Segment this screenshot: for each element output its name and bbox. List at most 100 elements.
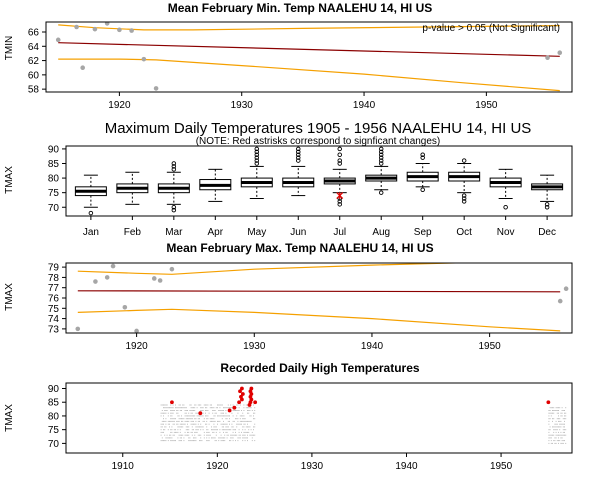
daily-high-point xyxy=(251,437,253,439)
daily-high-point xyxy=(238,431,240,433)
panel4-ytick-label: 80 xyxy=(48,411,60,422)
daily-high-point xyxy=(188,440,190,442)
daily-high-point xyxy=(195,418,197,420)
daily-high-point xyxy=(199,404,200,406)
daily-high-point xyxy=(176,412,178,414)
panel3-data-point xyxy=(134,328,139,333)
daily-high-point xyxy=(550,440,552,442)
daily-high-point xyxy=(203,434,205,436)
daily-high-point xyxy=(555,437,557,439)
daily-high-point xyxy=(170,440,172,442)
daily-high-point xyxy=(562,418,564,420)
box-may xyxy=(240,146,273,199)
daily-high-point xyxy=(231,407,233,409)
daily-high-point xyxy=(248,420,250,422)
panel3-ytick-label: 77 xyxy=(48,283,60,294)
daily-high-point xyxy=(211,437,212,439)
daily-high-point xyxy=(235,440,236,442)
daily-high-point xyxy=(165,426,167,428)
daily-high-point xyxy=(166,404,168,406)
daily-high-point xyxy=(223,423,224,425)
box-outlier xyxy=(254,155,260,160)
daily-high-point xyxy=(552,420,553,422)
panel3-data-point xyxy=(157,278,163,283)
daily-high-point xyxy=(164,434,166,436)
panel-monthly-boxplots: Maximum Daily Temperatures 1905 - 1956 N… xyxy=(4,120,573,238)
daily-high-point xyxy=(550,437,552,439)
box-outlier xyxy=(254,161,260,166)
daily-high-point xyxy=(564,412,565,414)
daily-high-point xyxy=(211,418,212,420)
daily-high-point xyxy=(247,407,248,409)
daily-high-point xyxy=(195,437,197,439)
daily-high-point xyxy=(219,415,221,417)
daily-high-point xyxy=(161,420,163,422)
daily-high-point xyxy=(178,426,180,428)
daily-high-point xyxy=(558,420,559,422)
daily-high-point xyxy=(225,415,227,417)
daily-high-point xyxy=(197,426,199,428)
daily-high-point xyxy=(558,434,559,436)
daily-high-point xyxy=(552,412,553,414)
daily-high-point xyxy=(564,434,565,436)
daily-high-point xyxy=(207,434,209,436)
daily-high-point xyxy=(185,418,187,420)
daily-high-point xyxy=(170,431,172,433)
daily-high-point xyxy=(245,407,247,409)
daily-high-point xyxy=(215,407,217,409)
daily-high-point xyxy=(226,426,228,428)
daily-high-point xyxy=(202,407,204,409)
daily-high-point xyxy=(195,423,197,425)
daily-high-point xyxy=(161,412,163,414)
daily-high-point xyxy=(549,426,551,428)
daily-high-point xyxy=(165,420,167,422)
panel2-ytick-label: 75 xyxy=(48,188,60,199)
daily-high-point xyxy=(207,404,209,406)
panel1-ytick-label: 60 xyxy=(28,70,40,81)
daily-high-point xyxy=(209,420,211,422)
daily-high-point xyxy=(182,434,184,436)
daily-high-point xyxy=(213,410,215,411)
daily-high-point xyxy=(230,404,232,406)
daily-high-point xyxy=(548,437,550,439)
daily-high-point xyxy=(550,442,552,444)
daily-high-point xyxy=(219,407,221,409)
daily-high-point xyxy=(244,420,246,422)
daily-high-point xyxy=(164,412,166,414)
daily-high-point xyxy=(219,437,221,439)
daily-high-point xyxy=(553,434,555,436)
daily-high-point xyxy=(189,404,191,406)
panel4-xtick-label: 1920 xyxy=(206,461,229,472)
daily-high-point xyxy=(248,410,250,411)
daily-high-point xyxy=(194,431,196,433)
daily-high-point xyxy=(548,423,550,425)
daily-high-point xyxy=(236,423,238,425)
daily-high-point xyxy=(208,437,210,439)
daily-high-point xyxy=(559,434,561,436)
daily-high-point xyxy=(244,423,246,425)
daily-high-point xyxy=(558,418,559,420)
daily-high-point xyxy=(249,426,251,428)
daily-high-point xyxy=(555,426,557,428)
daily-high-point xyxy=(163,420,164,422)
daily-high-point xyxy=(553,412,555,414)
daily-high-point xyxy=(250,407,252,409)
daily-high-point xyxy=(554,426,556,428)
daily-high-point xyxy=(171,437,173,439)
daily-high-point xyxy=(214,415,216,417)
daily-high-point xyxy=(229,440,230,442)
daily-high-point xyxy=(213,407,215,409)
daily-high-point xyxy=(218,415,220,417)
daily-high-point xyxy=(179,418,181,420)
daily-high-point xyxy=(231,423,233,425)
daily-high-point xyxy=(171,429,173,431)
daily-high-point xyxy=(217,420,218,422)
panel4-ytick-label: 90 xyxy=(48,384,60,395)
daily-high-point xyxy=(194,410,196,411)
daily-high-point xyxy=(562,440,564,442)
record-high-point xyxy=(198,411,203,416)
record-high-point xyxy=(253,400,258,405)
panel1-marks xyxy=(55,22,563,92)
daily-high-point xyxy=(172,423,174,425)
panel2-ytick-label: 85 xyxy=(48,159,60,170)
